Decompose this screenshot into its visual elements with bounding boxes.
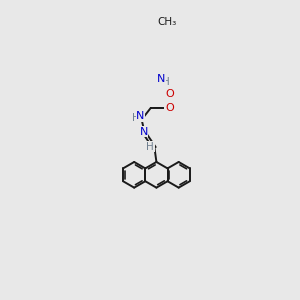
Text: H: H bbox=[162, 77, 170, 87]
Text: H: H bbox=[132, 113, 140, 123]
Text: N: N bbox=[136, 111, 145, 122]
Text: N: N bbox=[140, 127, 148, 137]
Text: CH₃: CH₃ bbox=[158, 17, 177, 27]
Text: O: O bbox=[165, 89, 174, 99]
Text: N: N bbox=[158, 74, 166, 84]
Text: H: H bbox=[146, 142, 154, 152]
Text: O: O bbox=[165, 103, 174, 113]
